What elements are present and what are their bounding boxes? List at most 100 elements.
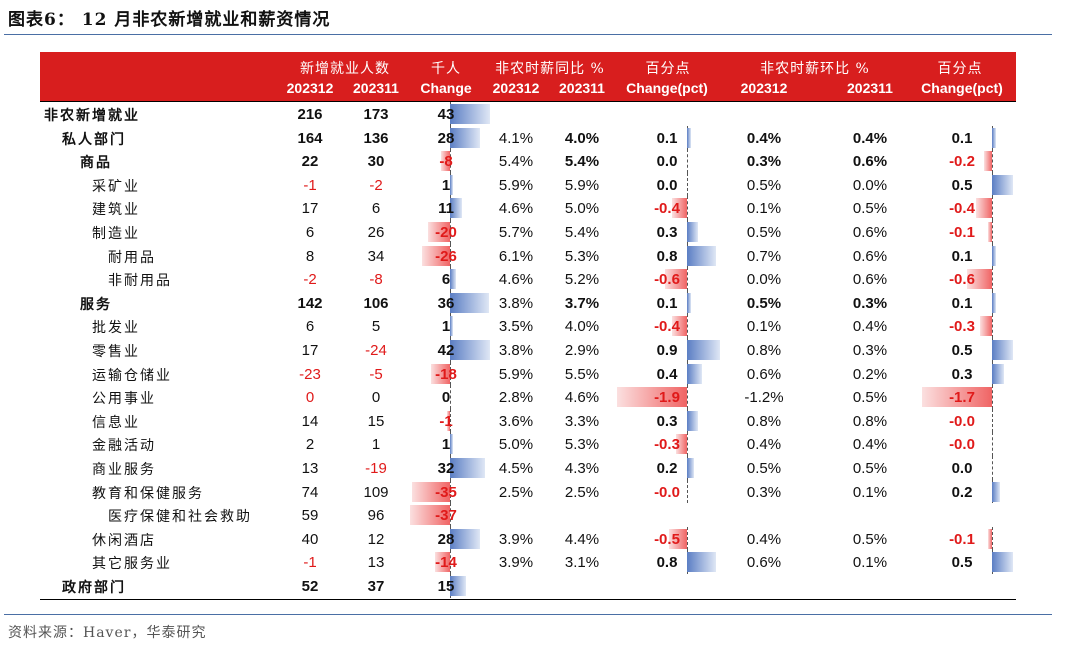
cell-y1: 3.6% (498, 412, 534, 430)
table-row: 金融活动 2 1 1 5.0% 5.3% -0.3 0.4% 0.4% -0.0 (40, 432, 1016, 456)
cell-y2: 3.1% (564, 554, 600, 572)
row-label: 教育和保健服务 (92, 485, 204, 502)
cell-e2: -8 (369, 271, 383, 289)
table-row: 信息业 14 15 -1 3.6% 3.3% 0.3 0.8% 0.8% -0.0 (40, 408, 1016, 433)
cell-m1: 0.5% (746, 294, 782, 312)
cell-ec: 28 (437, 129, 455, 147)
cell-e1: 2 (305, 436, 315, 454)
cell-m2: 0.1% (852, 554, 888, 572)
cell-e2: 12 (367, 530, 385, 548)
cell-m1: 0.6% (746, 365, 782, 383)
cell-m1: 0.3% (746, 153, 782, 171)
cell-mc: -1.7 (949, 389, 975, 407)
cell-y2: 5.3% (564, 436, 600, 454)
cell-e2: 26 (367, 224, 385, 241)
table-row: 建筑业 17 6 11 4.6% 5.0% -0.4 0.1% 0.5% -0.4 (40, 196, 1016, 220)
cell-m2: 0.4% (852, 318, 888, 336)
data-bar (687, 458, 695, 478)
cell-y2: 5.5% (564, 365, 600, 383)
data-bar (412, 481, 450, 502)
cell-m2: 0.2% (852, 365, 888, 383)
cell-yc: 0.1 (656, 129, 678, 147)
data-bar (450, 127, 481, 148)
cell-yc: 0.2 (656, 460, 678, 477)
cell-e2: 37 (367, 578, 385, 595)
bar-axis (450, 408, 451, 433)
table-row: 私人部门 164 136 28 4.1% 4.0% 0.1 0.4% 0.4% 0.1 (40, 125, 1016, 150)
cell-ec: -1 (439, 412, 453, 430)
cell-mc: -0.2 (949, 153, 975, 171)
cell-m2: 0.6% (852, 271, 888, 289)
cell-ec: 1 (441, 436, 451, 454)
cell-e2: 15 (367, 412, 385, 430)
cell-mc: 0.1 (951, 247, 973, 265)
cell-mc: 0.1 (951, 294, 973, 312)
table-row: 零售业 17 -24 42 3.8% 2.9% 0.9 0.8% 0.3% 0.5 (40, 338, 1016, 362)
data-bar (450, 198, 462, 219)
data-bar (992, 127, 997, 148)
cell-m1: 0.4% (746, 530, 782, 548)
cell-m2: 0.3% (852, 342, 888, 359)
cell-e2: -19 (365, 460, 387, 477)
table-row: 非农新增就业 216 173 43 (40, 102, 1016, 126)
row-label: 医疗保健和社会救助 (108, 509, 252, 526)
cell-y1: 2.8% (498, 389, 534, 407)
cell-ec: 43 (437, 106, 455, 123)
bar-axis (992, 314, 993, 338)
data-bar (992, 552, 1013, 573)
cell-e2: 173 (363, 106, 389, 123)
data-bar (450, 340, 490, 360)
cell-mc: -0.0 (949, 436, 975, 454)
cell-yc: -0.3 (654, 436, 680, 454)
cell-e1: 0 (305, 389, 315, 407)
cell-y1: 6.1% (498, 247, 534, 265)
row-label: 运输仓储业 (92, 367, 172, 384)
cell-yc: -0.0 (654, 483, 680, 501)
cell-yc: -1.9 (654, 389, 680, 407)
cell-yc: 0.9 (656, 342, 678, 359)
table-row: 制造业 6 26 -20 5.7% 5.4% 0.3 0.5% 0.6% -0.1 (40, 220, 1016, 244)
cell-m1: 0.3% (746, 483, 782, 501)
cell-e1: 216 (297, 106, 323, 123)
cell-yc: -0.4 (654, 318, 680, 336)
table-row: 公用事业 0 0 0 2.8% 4.6% -1.9 -1.2% 0.5% -1.7 (40, 385, 1016, 409)
cell-mc: 0.2 (951, 483, 973, 501)
data-bar (687, 410, 699, 431)
cell-mc: -0.3 (949, 318, 975, 336)
cell-e2: 106 (363, 294, 389, 312)
bar-axis (687, 196, 688, 220)
cell-y2: 5.2% (564, 271, 600, 289)
cell-y1: 3.9% (498, 530, 534, 548)
cell-e1: 6 (305, 318, 315, 336)
row-label: 建筑业 (92, 202, 140, 219)
cell-e1: 6 (305, 224, 315, 241)
cell-ec: 36 (437, 294, 455, 312)
data-bar (664, 269, 687, 290)
bar-axis (450, 149, 451, 173)
cell-y2: 5.4% (564, 153, 600, 171)
row-label: 休闲酒店 (92, 532, 156, 549)
cell-mc: -0.1 (949, 530, 975, 548)
bar-axis (992, 408, 993, 433)
data-bar (668, 528, 687, 549)
cell-y2: 5.0% (564, 200, 600, 218)
cell-m2: 0.1% (852, 483, 888, 501)
table-row: 教育和保健服务 74 109 -35 2.5% 2.5% -0.0 0.3% 0.1% 0.2 (40, 479, 1016, 504)
cell-ec: 1 (441, 318, 451, 336)
cell-e1: 142 (297, 294, 323, 312)
cell-e2: 30 (367, 153, 385, 171)
data-bar (687, 340, 721, 360)
cell-mc: 0.5 (951, 554, 973, 572)
cell-m1: 0.5% (746, 224, 782, 241)
bar-axis (992, 267, 993, 291)
cell-y1: 4.6% (498, 200, 534, 218)
header-group-pct2: 百分点 (937, 61, 983, 77)
table-row: 休闲酒店 40 12 28 3.9% 4.4% -0.5 0.4% 0.5% -0.1 (40, 526, 1016, 551)
cell-ec: 1 (441, 176, 451, 194)
data-bar (967, 269, 992, 290)
data-bar (922, 387, 992, 408)
header-group-mom: 非农时薪环比 % (760, 61, 870, 77)
cell-m2: 0.6% (852, 153, 888, 171)
cell-e1: 14 (301, 412, 319, 430)
cell-m2: 0.5% (852, 460, 888, 477)
